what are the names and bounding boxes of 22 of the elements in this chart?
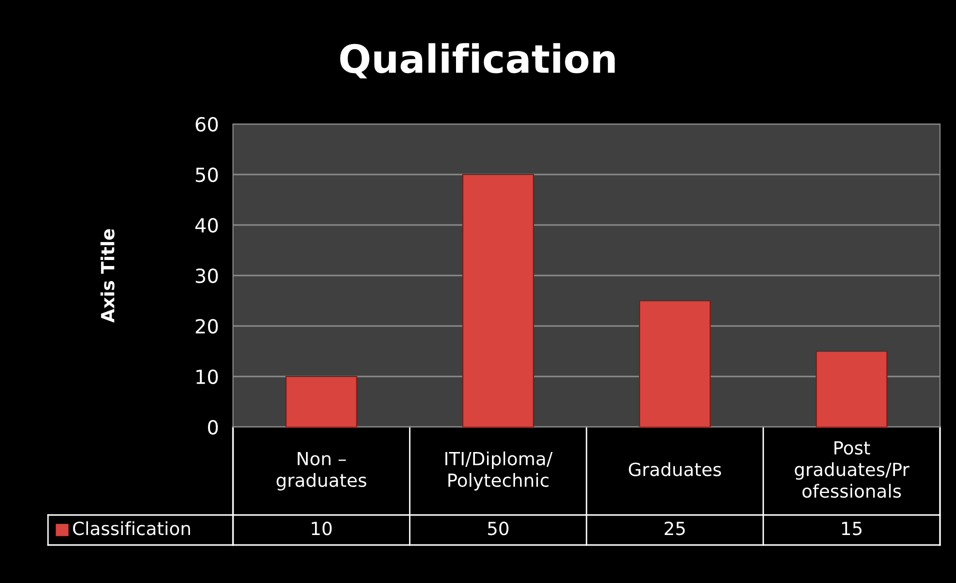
- bar: [816, 350, 888, 427]
- y-tick-label: 30: [196, 268, 218, 284]
- y-tick-label: 60: [196, 116, 218, 132]
- chart-title: Qualification: [340, 43, 615, 78]
- legend-label: Classification: [73, 521, 190, 536]
- bar: [638, 300, 711, 427]
- x-tick-label: ITI/Diploma/ Polytechnic: [445, 451, 553, 491]
- y-tick-label: 10: [196, 369, 218, 384]
- bar: [285, 376, 358, 427]
- y-tick-label: 0: [208, 420, 218, 435]
- data-label: 50: [488, 522, 508, 536]
- data-label: 15: [842, 522, 862, 536]
- bar: [462, 174, 534, 427]
- y-tick-label: 50: [196, 167, 218, 182]
- x-tick-label: Post graduates/Pr ofessionals: [794, 441, 910, 498]
- y-tick-label: 40: [195, 218, 218, 233]
- x-tick-label: Non – graduates: [276, 452, 366, 491]
- x-tick-label: Graduates: [628, 462, 722, 476]
- data-label: 25: [664, 522, 685, 536]
- y-tick-label: 20: [196, 318, 218, 334]
- y-axis-title: Axis Title: [100, 229, 114, 323]
- data-label: 10: [312, 522, 332, 536]
